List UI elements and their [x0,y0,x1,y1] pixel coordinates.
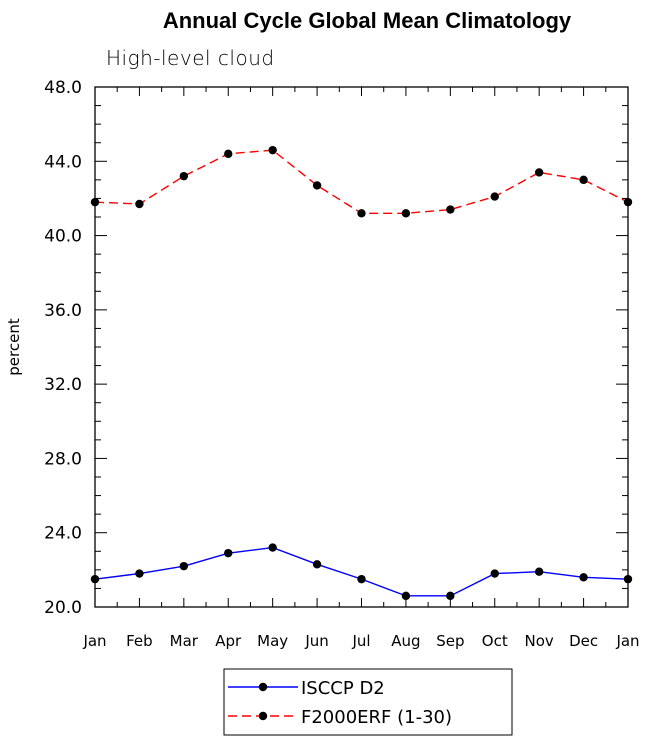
data-point [534,168,544,177]
y-tick-label: 36.0 [44,301,82,321]
x-tick-label: Sep [436,632,464,650]
x-tick-label: Aug [391,632,420,650]
data-point [224,149,233,159]
data-point [357,209,366,218]
x-tick-label: Mar [170,632,199,650]
data-point [135,569,144,578]
data-point [268,145,277,155]
chart-title: Annual Cycle Global Mean Climatology [163,8,572,33]
data-point [446,591,455,601]
data-point [401,591,411,601]
legend-label: F2000ERF (1-30) [301,707,452,728]
x-tick-label: Dec [569,632,598,650]
series-line-2 [94,149,629,214]
y-tick-label: 44.0 [44,152,82,172]
data-point [312,560,322,569]
legend-marker [258,711,268,721]
data-point [357,574,366,584]
data-point [268,543,277,552]
y-axis-label: percent [5,318,23,376]
x-tick-label: Jan [615,632,639,650]
data-point [224,548,233,558]
legend: ISCCP D2 F2000ERF (1-30) [223,668,513,736]
x-tick-label: Nov [525,632,554,650]
y-tick-label: 20.0 [44,598,82,618]
data-point [490,192,499,201]
axis-ticks [94,86,629,608]
y-tick-label: 32.0 [44,375,82,395]
x-tick-label: Jun [304,632,328,650]
chart-subtitle: High-level cloud [106,46,275,70]
x-tick-label: Jan [82,632,106,650]
data-point [135,199,144,209]
series-group [90,145,633,601]
legend-marker [258,682,268,692]
data-point [579,573,588,582]
y-tick-label: 28.0 [44,449,82,469]
series-line-1 [94,546,629,597]
x-tick-label: Jul [351,632,370,650]
plot-frame [94,86,629,608]
x-tick-label: May [257,632,288,650]
y-tick-label: 48.0 [44,78,82,98]
data-point [179,171,189,181]
data-point [312,181,322,190]
x-tick-label: Oct [482,632,508,650]
legend-box [223,668,513,736]
data-point [401,209,411,218]
tick-labels: Jan Feb Mar Apr May Jun Jul Aug Sep Oct Nov Dec Jan2… [44,78,639,650]
data-point [446,205,455,214]
data-point [579,175,588,185]
y-tick-label: 40.0 [44,227,82,247]
data-point [534,567,544,576]
x-tick-label: Feb [126,632,153,650]
data-point [179,561,189,571]
legend-label: ISCCP D2 [301,678,385,699]
y-tick-label: 24.0 [44,524,82,544]
x-tick-label: Apr [215,632,242,650]
data-point [490,569,499,578]
